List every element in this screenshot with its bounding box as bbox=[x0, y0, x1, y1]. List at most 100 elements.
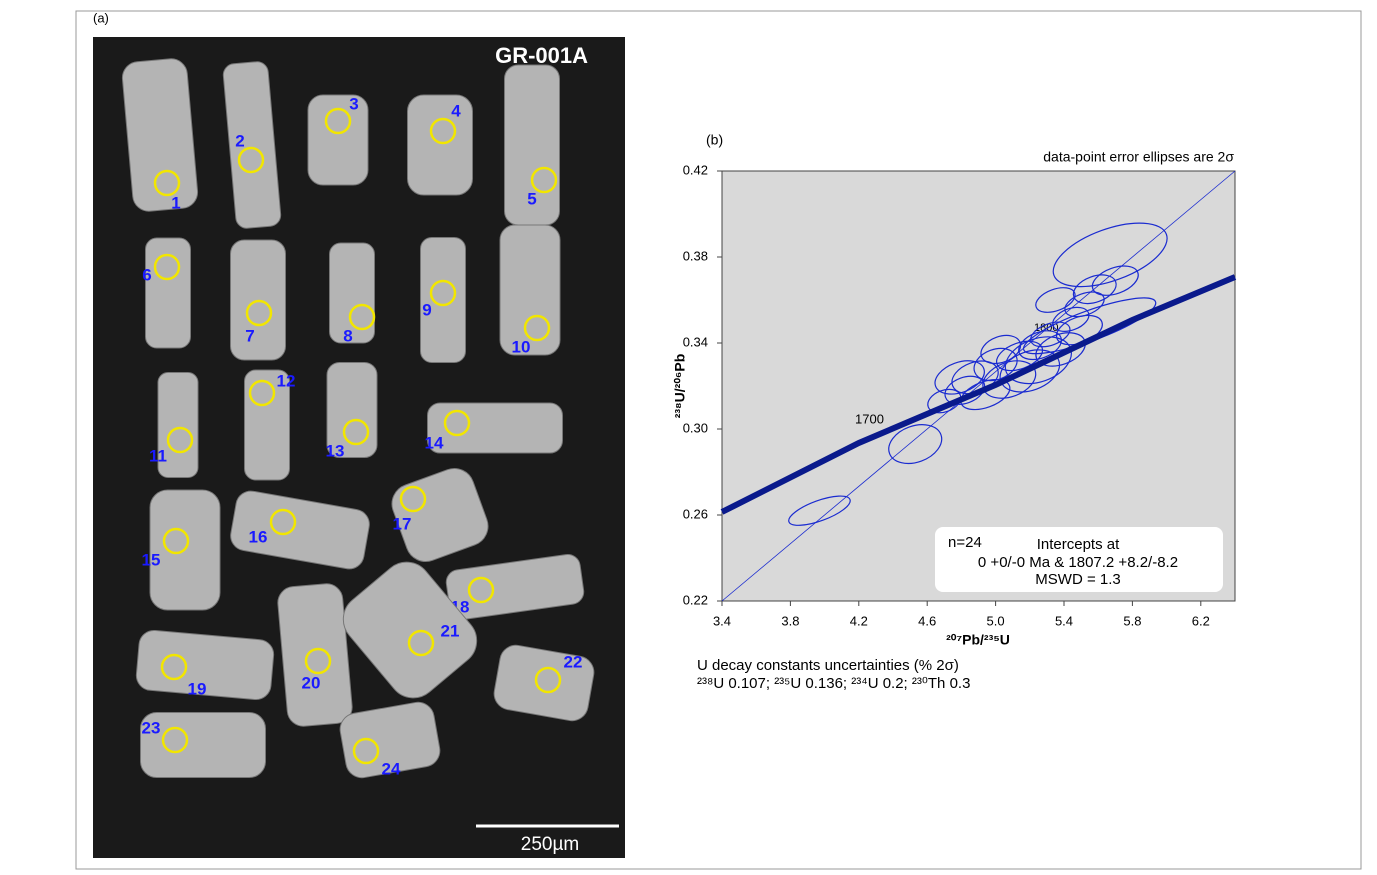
analysis-spot bbox=[304, 647, 332, 675]
zircon-grain bbox=[157, 372, 199, 478]
error-ellipse bbox=[927, 388, 962, 414]
footnote: ²³⁸U 0.107; ²³⁵U 0.136; ²³⁴U 0.2; ²³⁰Th … bbox=[697, 675, 970, 692]
analysis-spot bbox=[161, 726, 189, 754]
zircon-grain bbox=[307, 94, 369, 186]
y-tick-label: 0.38 bbox=[683, 248, 708, 263]
error-ellipse bbox=[934, 360, 985, 395]
spot-label: 23 bbox=[142, 718, 161, 737]
zircon-grain bbox=[499, 224, 561, 356]
analysis-spot bbox=[160, 653, 188, 681]
legend-box bbox=[935, 527, 1223, 592]
y-tick-label: 0.30 bbox=[683, 420, 708, 435]
error-ellipse bbox=[1035, 287, 1076, 313]
chart-title: data-point error ellipses are 2σ bbox=[1043, 149, 1234, 165]
spot-label: 19 bbox=[188, 679, 207, 698]
analysis-spot bbox=[399, 485, 427, 513]
error-ellipse bbox=[996, 340, 1044, 372]
zircon-grain bbox=[391, 468, 489, 562]
footnote: U decay constants uncertainties (% 2σ) bbox=[697, 657, 959, 674]
scale-label: 250µm bbox=[521, 834, 579, 855]
zircon-grain bbox=[135, 629, 275, 701]
error-ellipse bbox=[1091, 265, 1139, 296]
x-axis-label: ²⁰⁷Pb/²³⁵U bbox=[946, 632, 1010, 648]
spot-label: 20 bbox=[302, 673, 321, 692]
analysis-spot bbox=[153, 253, 181, 281]
error-ellipse bbox=[1052, 222, 1168, 288]
legend-text: MSWD = 1.3 bbox=[1035, 571, 1120, 588]
analysis-spot bbox=[530, 166, 558, 194]
x-tick-label: 5.8 bbox=[1123, 613, 1141, 628]
spot-label: 21 bbox=[441, 621, 460, 640]
analysis-spot bbox=[342, 418, 370, 446]
y-tick-label: 0.22 bbox=[683, 592, 708, 607]
panel-label: (b) bbox=[706, 132, 723, 148]
spot-label: 16 bbox=[249, 527, 268, 546]
discordia-line bbox=[721, 170, 1236, 602]
spot-label: 22 bbox=[564, 652, 583, 671]
legend-text: 0 +0/-0 Ma & 1807.2 +8.2/-8.2 bbox=[978, 554, 1178, 571]
spot-label: 6 bbox=[142, 265, 151, 284]
zircon-grain bbox=[427, 402, 563, 454]
error-ellipse bbox=[944, 375, 986, 405]
spot-label: 11 bbox=[149, 446, 167, 465]
spot-label: 3 bbox=[349, 94, 358, 113]
spot-label: 13 bbox=[326, 441, 345, 460]
error-ellipse bbox=[1030, 321, 1071, 348]
spot-label: 5 bbox=[527, 189, 536, 208]
zircon-grain bbox=[222, 61, 282, 229]
analysis-spot bbox=[534, 666, 562, 694]
x-tick-label: 4.2 bbox=[850, 613, 868, 628]
analysis-spot bbox=[467, 576, 495, 604]
analysis-spot bbox=[153, 169, 181, 197]
zircon-grain bbox=[277, 583, 353, 727]
error-ellipse bbox=[788, 495, 851, 526]
error-ellipse bbox=[1072, 274, 1117, 305]
x-tick-label: 5.0 bbox=[987, 613, 1005, 628]
error-ellipse bbox=[888, 424, 943, 465]
zircon-grain bbox=[244, 369, 290, 481]
zircon-grain bbox=[445, 553, 585, 621]
analysis-spot bbox=[443, 409, 471, 437]
analysis-spot bbox=[429, 279, 457, 307]
analysis-spot bbox=[166, 426, 194, 454]
legend-text: Intercepts at bbox=[1037, 536, 1120, 553]
spot-label: 24 bbox=[382, 759, 401, 778]
analysis-spot bbox=[352, 737, 380, 765]
zircon-grain bbox=[342, 561, 478, 699]
zircon-grain bbox=[407, 94, 473, 196]
zircon-grain bbox=[420, 237, 466, 363]
y-tick-label: 0.26 bbox=[683, 506, 708, 521]
zircon-grain bbox=[339, 701, 441, 779]
analysis-spot bbox=[523, 314, 551, 342]
analysis-spot bbox=[269, 508, 297, 536]
zircon-grain bbox=[230, 490, 370, 570]
spot-label: 14 bbox=[425, 433, 444, 452]
x-tick-label: 3.4 bbox=[713, 613, 731, 628]
age-label: 1700 bbox=[855, 411, 884, 426]
concordia-curve bbox=[720, 274, 1237, 515]
legend: n=24 Intercepts at 0 +0/-0 Ma & 1807.2 +… bbox=[935, 527, 1223, 592]
analysis-spot bbox=[324, 107, 352, 135]
frame bbox=[75, 10, 1362, 870]
x-tick-label: 4.6 bbox=[918, 613, 936, 628]
error-ellipse bbox=[1052, 306, 1090, 332]
zircon-grain bbox=[326, 362, 378, 458]
spot-label: 2 bbox=[235, 131, 244, 150]
spot-label: 8 bbox=[343, 326, 352, 345]
analysis-spot bbox=[248, 379, 276, 407]
spot-label: 17 bbox=[393, 514, 412, 533]
spot-label: 7 bbox=[245, 326, 254, 345]
analysis-spot bbox=[237, 146, 265, 174]
zircon-grain bbox=[121, 58, 199, 212]
error-ellipse bbox=[960, 379, 1011, 411]
y-tick-label: 0.42 bbox=[683, 162, 708, 177]
spot-label: 15 bbox=[142, 550, 161, 569]
y-tick-label: 0.34 bbox=[683, 334, 708, 349]
spot-label: 1 bbox=[171, 193, 180, 212]
sample-name: GR-001A bbox=[495, 43, 588, 68]
spot-label: 12 bbox=[277, 371, 296, 390]
analysis-spot bbox=[162, 527, 190, 555]
spot-label: 10 bbox=[512, 337, 531, 356]
